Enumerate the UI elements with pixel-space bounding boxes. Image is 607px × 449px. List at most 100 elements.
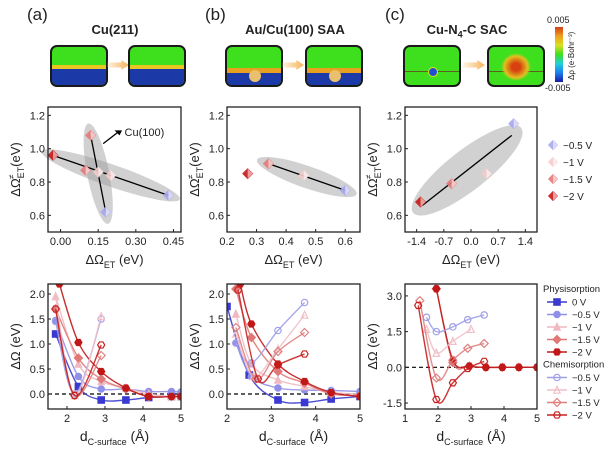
y-tick-label: 0.0	[209, 389, 224, 401]
point-marker-highlight	[420, 197, 426, 207]
point-marker-highlight	[486, 168, 492, 179]
charge-density-image-a-initial	[50, 45, 108, 87]
panel-title-b: Au/Cu(100) SAA	[245, 22, 345, 37]
triangle-marker	[231, 308, 241, 318]
y-tick-label: 0.8	[30, 177, 45, 189]
series-line	[419, 300, 485, 382]
point-marker-highlight	[345, 185, 351, 196]
diamond-marker	[462, 343, 473, 354]
y-tick-label: 1.0	[30, 339, 45, 351]
scatter-chart-c: -1.4 -0.7 0.0 0.7 1.4 0.6 0.8 1.0 1.2 ΔΩET (eV) ΔΩ…	[364, 106, 593, 270]
x-tick-label: 2	[435, 413, 441, 425]
hexagon-marker	[247, 320, 256, 328]
point-marker-highlight	[168, 190, 174, 201]
panel-label-a: (a)	[27, 5, 48, 24]
charge-density-image-c-initial	[403, 45, 461, 87]
charge-density-image-c-final	[487, 45, 545, 87]
data-point	[339, 184, 351, 196]
title-c-main: Cu-N	[426, 22, 458, 37]
triangle-marker	[432, 347, 441, 357]
legend-label: −1.5 V	[563, 175, 593, 186]
x-tick-label: 0.6	[338, 236, 353, 248]
legend-item: −1.5 V	[547, 397, 600, 409]
point-marker-highlight	[553, 140, 558, 150]
data-point	[547, 139, 559, 151]
diamond-marker	[448, 355, 458, 366]
point-marker-highlight	[105, 207, 111, 217]
square-marker	[97, 396, 106, 404]
series-group	[227, 284, 360, 407]
legend-label: −0.5 V	[572, 373, 600, 384]
data-point	[242, 168, 254, 180]
diamond-marker	[73, 353, 84, 363]
x-tick-label: 0.3	[249, 236, 264, 248]
data-point	[446, 178, 458, 190]
series-chem--05V	[422, 311, 489, 336]
diamond-marker	[552, 397, 562, 408]
y-tick-label: 1.2	[209, 110, 224, 122]
circle-marker	[553, 373, 561, 382]
x-tick-label: 2	[224, 413, 230, 425]
triangle-marker	[300, 309, 309, 319]
diamond-marker	[299, 327, 310, 338]
y-axis-label: ΔΩ (eV)	[187, 323, 202, 370]
arrow-icon-c	[463, 60, 485, 70]
hexagon-marker	[300, 377, 309, 386]
line-chart-c: 1 2 3 4 5 -1.5 0.0 1.5 3.0 dC-surface (Å) ΔΩ (eV) P…	[365, 283, 604, 447]
charge-density-image-a-final	[128, 45, 186, 87]
diamond-marker	[96, 350, 107, 361]
y-axis-label: ΔΩET≠ (eV)	[364, 142, 383, 196]
y-tick-label: 0.6	[30, 210, 45, 222]
circle-marker	[74, 372, 83, 381]
data-point	[480, 168, 493, 180]
y-tick-label: 2.0	[30, 289, 45, 301]
point-marker-highlight	[553, 191, 558, 201]
triangle-marker	[74, 358, 83, 368]
x-tick-label: 5	[534, 413, 540, 425]
hexagon-marker	[70, 391, 79, 400]
diamond-marker	[273, 366, 283, 377]
series-group	[50, 284, 181, 404]
x-tick-label: 0.2	[219, 236, 234, 248]
triangle-marker	[466, 324, 476, 334]
triangle-marker	[51, 291, 60, 301]
y-tick-label: 1.5	[387, 327, 402, 339]
triangle-marker	[97, 311, 106, 321]
data-point	[547, 156, 559, 168]
data-point	[547, 190, 559, 202]
data-point	[414, 196, 427, 208]
legend-group-title: Chemisorption	[543, 360, 604, 371]
legend-item: −2 V	[547, 411, 592, 422]
series-line	[237, 289, 305, 384]
colorbar	[555, 27, 563, 82]
legend-label: −2 V	[572, 411, 592, 422]
x-tick-label: 0.4	[278, 236, 293, 248]
series-line	[235, 314, 306, 378]
series-line	[417, 305, 485, 404]
legend-item: −1 V	[547, 321, 592, 334]
x-axis-label: ΔΩET (eV)	[264, 252, 322, 270]
series-chem--05V	[232, 298, 309, 367]
y-axis-label: ΔΩET≠ (eV)	[186, 142, 205, 196]
colorbar-min-label: -0.005	[545, 83, 571, 93]
legend-label: 0 V	[572, 298, 587, 309]
hexagon-marker	[55, 284, 64, 288]
hexagon-marker	[167, 392, 176, 401]
legend-item: −1.5 V	[547, 334, 600, 346]
point-marker-highlight	[553, 157, 558, 167]
point-marker-highlight	[247, 168, 253, 179]
y-axis-label: ΔΩ (eV)	[365, 323, 380, 370]
y-tick-label: 1.2	[387, 110, 402, 122]
series-chem--15V	[415, 295, 490, 383]
panel-title-a: Cu(211)	[91, 22, 139, 37]
data-point	[162, 189, 175, 201]
y-tick-label: 2.0	[209, 289, 224, 301]
square-marker	[274, 396, 282, 404]
hexagon-marker	[300, 350, 309, 358]
x-axis-label: dC-surface (Å)	[259, 428, 328, 447]
series-line	[425, 314, 485, 333]
legend-item: 0 V	[547, 298, 587, 309]
circle-marker	[553, 310, 561, 319]
square-marker	[553, 298, 561, 306]
